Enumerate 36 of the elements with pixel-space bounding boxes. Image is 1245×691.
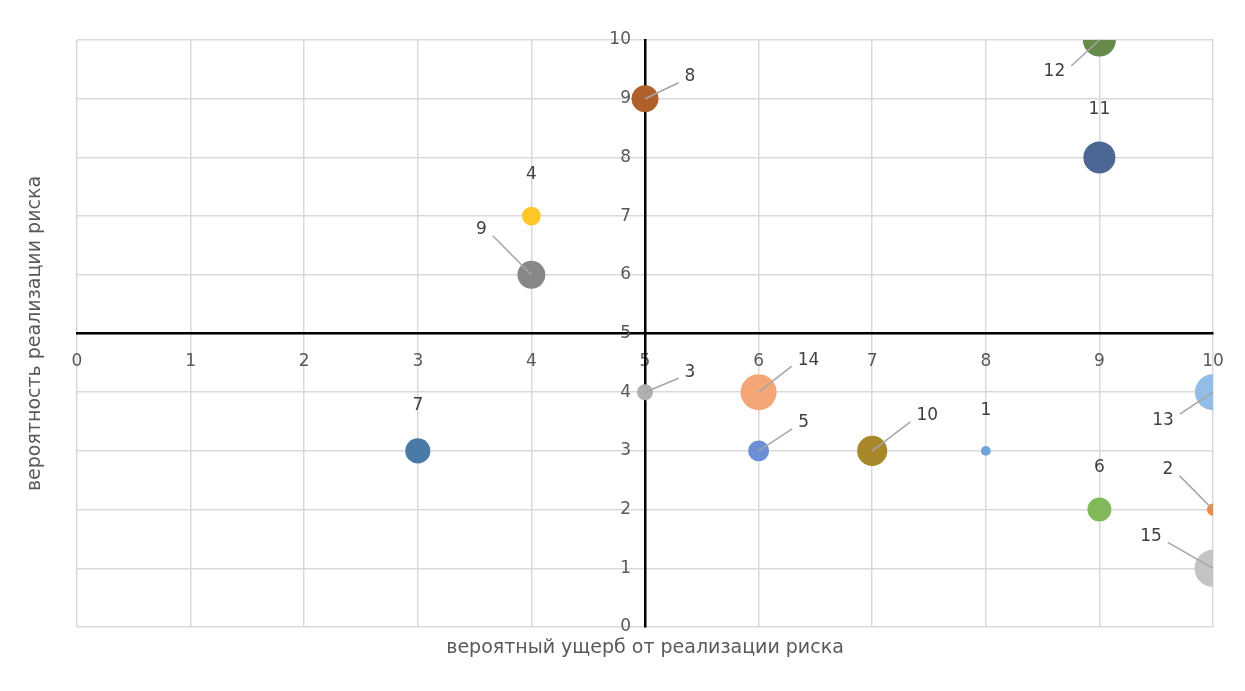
series-label: 13	[1152, 408, 1174, 429]
text: 15	[1140, 524, 1162, 545]
y-axis-title: вероятность реализации риска	[21, 175, 44, 492]
text: 2	[1162, 458, 1174, 479]
series-label: 8	[684, 65, 696, 86]
y-tick-label: 8	[620, 145, 631, 166]
y-tick-label: 9	[620, 87, 631, 108]
x-tick-label: 0	[71, 350, 83, 371]
text: 10	[916, 404, 939, 425]
series-label: 12	[1043, 60, 1066, 81]
x-tick-label: 6	[753, 350, 765, 371]
x-tick-label: 1	[185, 350, 197, 371]
x-tick-label: 2	[298, 350, 310, 371]
y-tick-label: 0	[620, 615, 631, 636]
x-tick-label: 4	[525, 350, 537, 371]
y-tick-label: 2	[620, 498, 631, 519]
series-label: 5	[798, 411, 810, 432]
series-label: 6	[1093, 456, 1105, 477]
series-label: 14	[797, 348, 820, 369]
series-label: 1	[980, 399, 992, 420]
y-tick-label: 7	[620, 204, 631, 225]
x-tick-label: 3	[412, 350, 424, 371]
x-tick-label: 7	[866, 350, 878, 371]
y-tick-label: 1	[620, 556, 631, 577]
series-label: 4	[525, 162, 537, 183]
x-tick-label: 9	[1093, 350, 1105, 371]
text: 9	[475, 218, 487, 239]
x-tick-label: 8	[980, 350, 992, 371]
y-tick-label: 4	[620, 380, 631, 401]
series-label: 7	[412, 394, 424, 415]
x-tick-label: 10	[1202, 350, 1224, 371]
y-tick-label: 10	[609, 28, 631, 49]
y-tick-label: 6	[620, 263, 631, 284]
x-axis-title: вероятный ущерб от реализации риска	[446, 635, 844, 658]
y-tick-label: 3	[620, 439, 631, 460]
series-label: 11	[1088, 97, 1111, 118]
